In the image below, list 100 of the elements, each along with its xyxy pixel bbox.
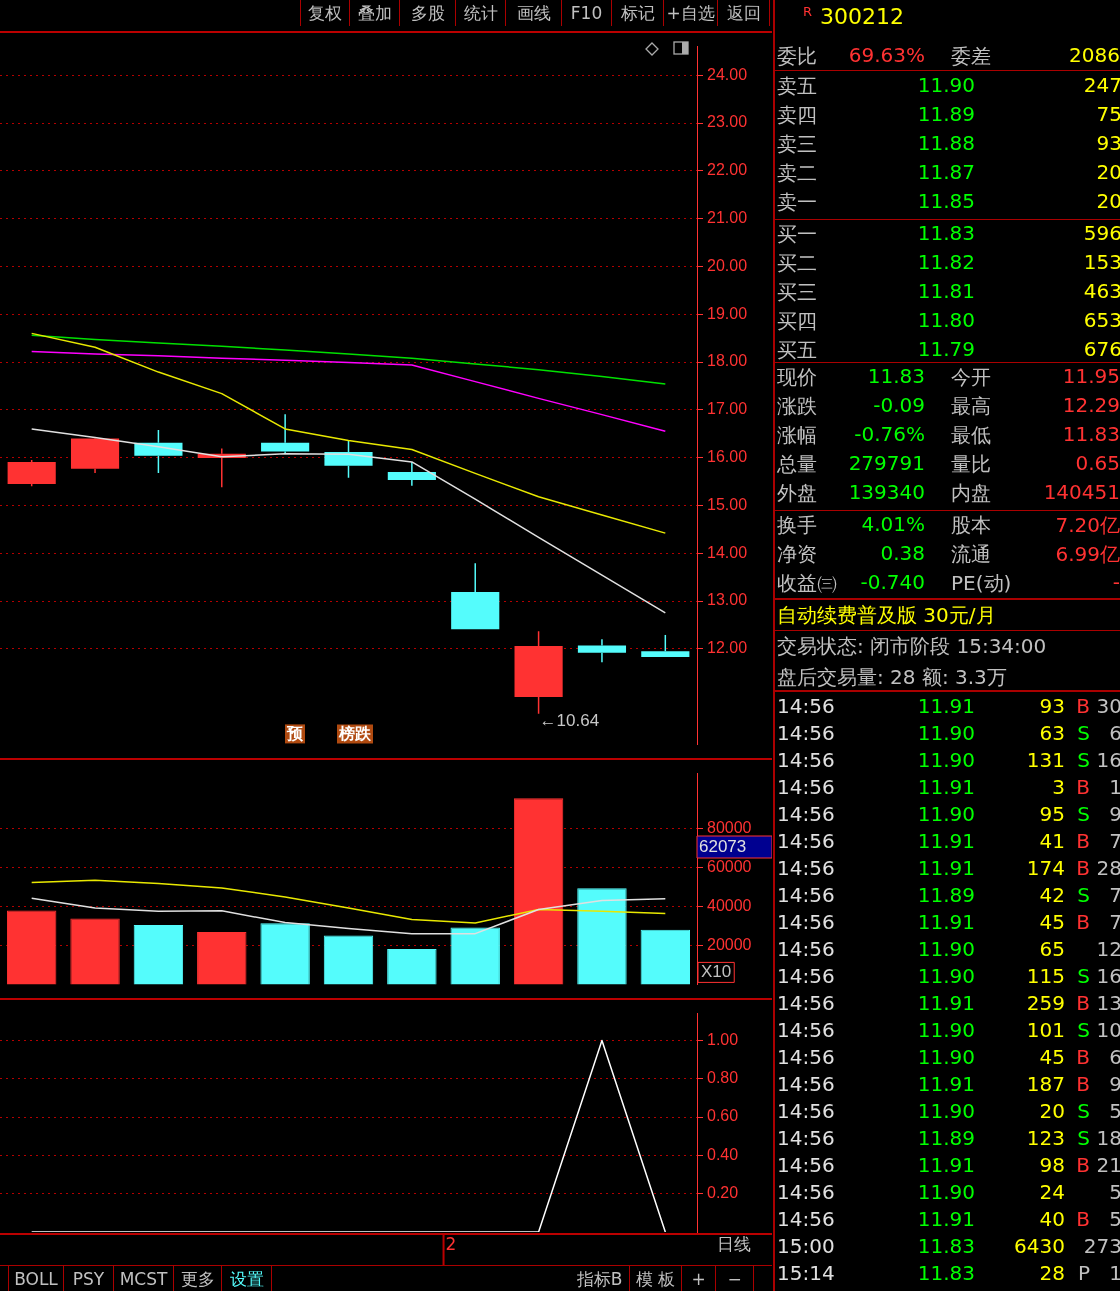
category-label: 14:56 — [777, 748, 835, 772]
data-label: 16 — [1096, 964, 1120, 988]
category-label: 14:56 — [777, 1153, 835, 1177]
data-label: 7 — [1109, 910, 1120, 934]
data-label: 93 — [1096, 131, 1120, 155]
data-label: 45 — [1039, 1045, 1065, 1069]
data-label: 11.90 — [917, 937, 975, 961]
text: 日线 — [717, 1234, 751, 1255]
data-label: 596 — [1083, 221, 1120, 245]
data-label: 11.85 — [917, 189, 975, 213]
y-tick-label: 0.80 — [707, 1069, 739, 1087]
data-label: B — [1076, 1207, 1090, 1231]
data-label: 5 — [1109, 1099, 1120, 1123]
data-label: 11.90 — [917, 802, 975, 826]
y-tick-label: 40000 — [707, 896, 752, 914]
category-label: 卖一 — [777, 189, 817, 216]
text: F10 — [562, 0, 612, 26]
text: 设置 — [222, 1266, 272, 1291]
text: 复权 — [300, 0, 350, 26]
category-label: 卖三 — [777, 131, 817, 158]
category-label: 14:56 — [777, 964, 835, 988]
text: 最高 — [951, 393, 991, 420]
y-tick-label: 0.40 — [707, 1145, 739, 1163]
y-tick-label: 0.20 — [707, 1184, 739, 1202]
text: 0.65 — [1075, 451, 1120, 475]
text: 指标B — [570, 1266, 630, 1291]
data-label: 13 — [1096, 991, 1120, 1015]
text: R — [803, 4, 813, 19]
data-label: 11.91 — [917, 991, 975, 1015]
text: 11.95 — [1062, 364, 1120, 388]
category-label: 卖四 — [777, 102, 817, 129]
data-label: 42 — [1039, 883, 1065, 907]
text: X10 — [701, 962, 732, 982]
text: 换手 — [777, 512, 817, 539]
category-label: 卖五 — [777, 73, 817, 100]
text: 62073 — [699, 836, 747, 856]
category-label: 买一 — [777, 221, 817, 248]
data-label: 653 — [1083, 308, 1120, 332]
text: 4.01% — [861, 512, 925, 536]
data-label: 95 — [1039, 802, 1065, 826]
data-label: 187 — [1026, 1072, 1065, 1096]
text: 标记 — [612, 0, 664, 26]
data-label: 11.90 — [917, 1099, 975, 1123]
text: 统计 — [456, 0, 506, 26]
data-label: 11.91 — [917, 1153, 975, 1177]
data-label: 63 — [1039, 721, 1065, 745]
data-label: 20 — [1096, 189, 1120, 213]
data-label: 11.90 — [917, 1018, 975, 1042]
data-label: 11.83 — [917, 1261, 975, 1285]
text: 返回 — [718, 0, 770, 26]
text: 11.83 — [1062, 422, 1120, 446]
category-label: 14:56 — [777, 829, 835, 853]
data-label: S — [1077, 802, 1090, 826]
data-label: 30 — [1096, 694, 1120, 718]
category-label: 14:56 — [777, 1072, 835, 1096]
text: 交易状态: 闭市阶段 15:34:00 — [777, 633, 1047, 660]
data-label: B — [1076, 775, 1090, 799]
y-tick-label: 0.60 — [707, 1107, 739, 1125]
text: 净资 — [777, 541, 817, 568]
data-label: 273 — [1083, 1234, 1120, 1258]
y-tick-label: 80000 — [707, 818, 752, 836]
text: 今开 — [951, 364, 991, 391]
category-label: 14:56 — [777, 937, 835, 961]
category-label: 买五 — [777, 337, 817, 364]
data-label: 11.91 — [917, 856, 975, 880]
y-tick-label: 13.00 — [707, 591, 748, 609]
text: 现价 — [777, 364, 817, 391]
text: - — [1112, 570, 1120, 594]
text: 模 板 — [630, 1266, 682, 1291]
category-label: 14:56 — [777, 1045, 835, 1069]
category-label: 14:56 — [777, 1180, 835, 1204]
data-label: 16 — [1096, 748, 1120, 772]
data-label: 1 — [1109, 1261, 1120, 1285]
y-tick-label: 20.00 — [707, 256, 748, 274]
data-label: 11.89 — [917, 102, 975, 126]
text: + — [682, 1266, 716, 1291]
data-label: 11.90 — [917, 748, 975, 772]
data-label: 3 — [1052, 775, 1065, 799]
y-tick-label: 24.00 — [707, 65, 748, 83]
text: − — [716, 1266, 754, 1291]
text: 涨跌 — [777, 393, 817, 420]
data-label: 11.79 — [917, 337, 975, 361]
data-label: 18 — [1096, 1126, 1120, 1150]
text: 多股 — [400, 0, 456, 26]
data-label: S — [1077, 748, 1090, 772]
text: 7.20亿 — [1055, 512, 1120, 539]
text: 最低 — [951, 422, 991, 449]
text: 内盘 — [951, 480, 991, 507]
data-label: 11.91 — [917, 829, 975, 853]
text: 涨幅 — [777, 422, 817, 449]
category-label: 14:56 — [777, 1126, 835, 1150]
text: 69.63% — [848, 43, 925, 67]
data-label: 247 — [1083, 73, 1120, 97]
text: 委比 — [777, 43, 817, 70]
data-label: 6 — [1109, 721, 1120, 745]
category-label: 15:14 — [777, 1261, 835, 1285]
data-label: S — [1077, 1018, 1090, 1042]
category-label: 14:56 — [777, 1018, 835, 1042]
data-label: 11.91 — [917, 1072, 975, 1096]
data-label: 11.91 — [917, 1207, 975, 1231]
